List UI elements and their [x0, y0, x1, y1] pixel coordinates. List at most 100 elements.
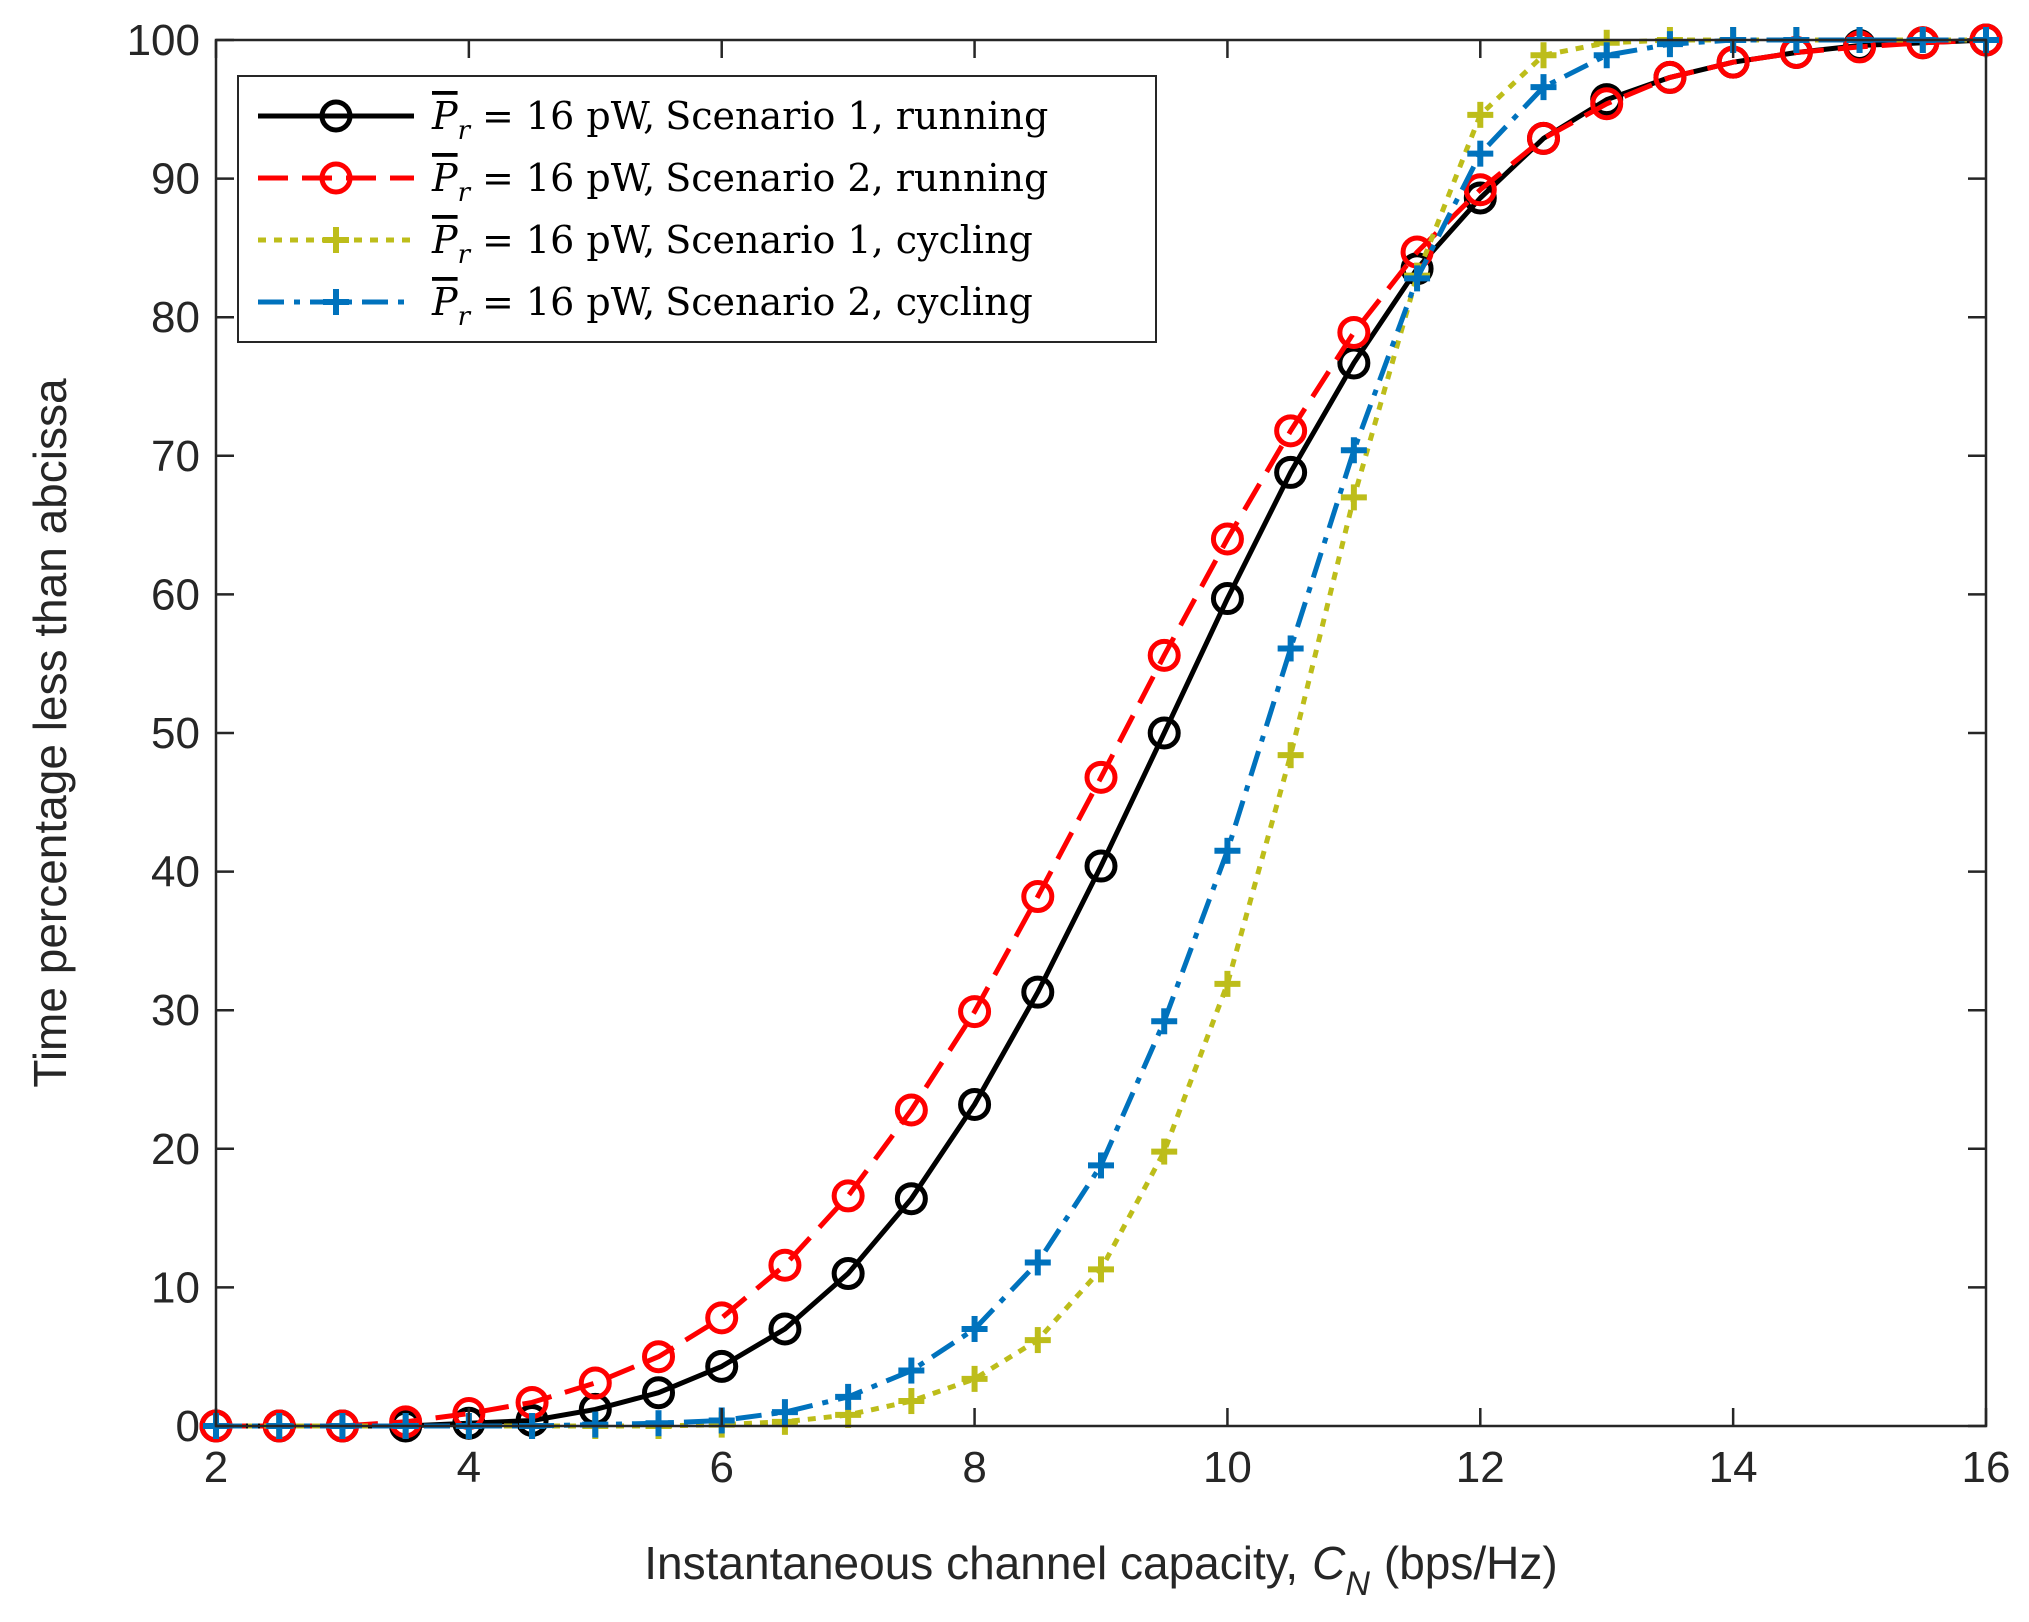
x-axis-label-text: Instantaneous channel capacity, [644, 1537, 1298, 1589]
legend-value: = 16 pW, [482, 280, 655, 324]
series-2-point [1463, 173, 1497, 207]
y-tick-label: 100 [127, 16, 200, 65]
series-2-point [894, 1093, 928, 1127]
legend-marker-1 [319, 99, 353, 133]
series-2-point [1527, 121, 1560, 155]
series-2-point [1653, 60, 1687, 94]
y-tick-label: 90 [151, 155, 200, 204]
series-4-point [1088, 1152, 1114, 1179]
series-1-point [1274, 455, 1308, 489]
series-3-point [1277, 742, 1304, 769]
legend-value: = 16 pW, [482, 156, 655, 200]
series-1-point [705, 1349, 739, 1383]
series-1-point [831, 1257, 865, 1291]
series-3-point [898, 1388, 925, 1415]
series-4-point [1656, 31, 1683, 58]
y-tick-label: 0 [176, 1402, 200, 1451]
series-2-point [642, 1340, 675, 1374]
series-3-point [1151, 1138, 1178, 1165]
tick-layer: 2 4 6 8 10 12 14 16 0 10 20 30 40 50 60 70 80 90 100 [127, 16, 2011, 1492]
x-axis-label-subscript: N [1345, 1565, 1370, 1603]
series-1-point [1021, 975, 1055, 1009]
legend-marker-3 [323, 227, 349, 253]
x-tick-label: 2 [204, 1443, 228, 1492]
legend-symbol: P [431, 156, 459, 200]
series-1-point [958, 1087, 992, 1121]
legend-symbol: P [431, 218, 459, 262]
y-tick-label: 10 [151, 1263, 200, 1312]
legend-symbol: P [431, 280, 459, 324]
series-3-point [1088, 1256, 1114, 1283]
series-1-point [894, 1182, 928, 1216]
series-3-point [1530, 42, 1557, 69]
series-4-point [771, 1399, 798, 1426]
legend-marker-2 [319, 161, 353, 195]
series-4-point [1340, 437, 1367, 464]
series-4-point [1467, 140, 1494, 167]
series-2-point [578, 1366, 612, 1400]
series-2-point [1590, 87, 1624, 121]
legend-value: = 16 pW, [482, 218, 655, 262]
y-tick-label: 70 [151, 432, 200, 481]
x-tick-label: 12 [1456, 1443, 1505, 1492]
x-axis-label-symbol: C [1312, 1537, 1346, 1589]
legend-name: Scenario 2, cycling [665, 280, 1033, 324]
y-tick-label: 50 [151, 709, 200, 758]
legend-label-1: Pr = 16 pW, Scenario 1, running [431, 94, 1048, 146]
series-3-point [961, 1365, 988, 1392]
series-1-point [1147, 716, 1181, 750]
legend-entry-1: Pr = 16 pW, Scenario 1, running [258, 94, 1048, 146]
x-tick-label: 16 [1962, 1443, 2011, 1492]
series-2-point [1274, 414, 1308, 448]
series-2-line [216, 37, 1987, 1429]
series-2-point [1337, 315, 1371, 349]
series-1-point [1210, 582, 1244, 616]
y-tick-label: 30 [151, 986, 200, 1035]
y-axis-label: Time percentage less than abcissa [24, 378, 76, 1088]
series-4-point [1593, 42, 1620, 69]
series-3-point [1024, 1327, 1051, 1354]
series-2-point [705, 1301, 739, 1335]
series-4-point [1530, 74, 1557, 101]
series-1-point [642, 1376, 675, 1410]
x-tick-label: 6 [709, 1443, 733, 1492]
series-2-point [768, 1248, 802, 1282]
y-tick-label: 20 [151, 1125, 200, 1174]
legend-label-4: Pr = 16 pW, Scenario 2, cycling [431, 280, 1033, 332]
legend-symbol: P [431, 94, 459, 138]
series-2-point [1084, 760, 1118, 794]
series-2-point [1210, 522, 1244, 556]
legend-label-3: Pr = 16 pW, Scenario 1, cycling [431, 218, 1033, 270]
legend-entry-3: Pr = 16 pW, Scenario 1, cycling [258, 218, 1033, 270]
legend-entry-2: Pr = 16 pW, Scenario 2, running [258, 156, 1048, 208]
legend-name: Scenario 1, running [665, 94, 1048, 138]
x-tick-label: 8 [962, 1443, 986, 1492]
x-axis-label-unit: (bps/Hz) [1384, 1537, 1558, 1589]
series-4-point [1214, 837, 1241, 864]
legend-value: = 16 pW, [482, 94, 655, 138]
series-3-point [1214, 970, 1241, 997]
series-4-point [582, 1411, 609, 1438]
legend-marker-4 [323, 289, 349, 315]
y-tick-label: 80 [151, 293, 200, 342]
legend-label-2: Pr = 16 pW, Scenario 2, running [431, 156, 1048, 208]
legend-subscript: r [458, 178, 472, 208]
series-2-point [1147, 638, 1181, 672]
series-3-point [1340, 484, 1367, 511]
legend-subscript: r [458, 302, 472, 332]
y-tick-label: 60 [151, 570, 200, 619]
series-4-point [1024, 1249, 1051, 1276]
series-4-point [1277, 635, 1304, 662]
x-tick-label: 10 [1203, 1443, 1252, 1492]
series-4-point [1151, 1008, 1178, 1035]
series-4-point [1404, 265, 1431, 292]
legend-subscript: r [458, 116, 472, 146]
series-2-point [831, 1179, 865, 1213]
legend-name: Scenario 2, running [665, 156, 1048, 200]
legend-entry-4: Pr = 16 pW, Scenario 2, cycling [258, 280, 1033, 332]
series-2-point [1021, 880, 1055, 914]
